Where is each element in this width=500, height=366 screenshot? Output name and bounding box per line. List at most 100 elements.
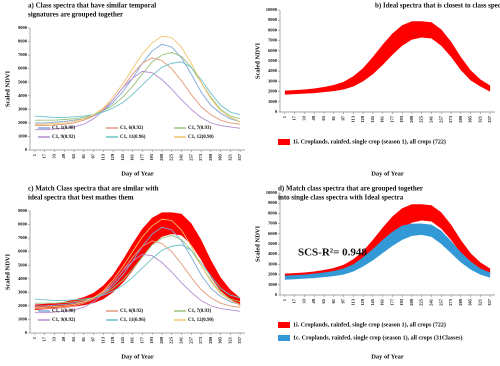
- x-tick-label: 1: [32, 153, 37, 156]
- x-axis-label: Day of Year: [121, 353, 154, 360]
- x-tick-label: 337: [237, 153, 242, 161]
- y-tick-label: 8000: [18, 222, 28, 227]
- legend-label: C1, 11(0.96): [120, 318, 146, 323]
- x-tick-label: 225: [169, 336, 174, 344]
- legend-label: 1i. Croplands, rainfed, single crop (sea…: [293, 138, 446, 145]
- x-tick-label: 321: [227, 336, 232, 344]
- y-tick-label: 0: [25, 330, 28, 335]
- x-tick-label: 33: [301, 115, 306, 120]
- x-tick-label: 49: [311, 115, 316, 120]
- y-tick-label: 5000: [268, 58, 278, 63]
- y-tick-label: 9000: [268, 17, 278, 22]
- x-tick-label: 321: [477, 298, 482, 306]
- line: [34, 51, 241, 121]
- y-tick-label: 7000: [18, 235, 28, 240]
- y-tick-label: 10000: [266, 7, 278, 12]
- x-tick-label: 305: [468, 298, 473, 306]
- x-tick-label: 81: [331, 298, 336, 303]
- band: [284, 21, 491, 95]
- x-tick-label: 65: [321, 298, 326, 303]
- line: [34, 57, 241, 127]
- y-tick-label: 0: [25, 147, 28, 152]
- panel: 0 1000 2000 3000 4000 5000 6000 7000 8000 9000 1 17…: [4, 2, 245, 177]
- y-tick-label: 6000: [268, 231, 278, 236]
- legend-label: C1, 6(0.92): [120, 126, 144, 131]
- y-tick-label: 9000: [268, 200, 278, 205]
- y-tick-label: 7000: [268, 221, 278, 226]
- chart-title: a) Class spectra that have similar tempo…: [28, 2, 156, 10]
- x-tick-label: 257: [188, 153, 193, 161]
- x-tick-label: 17: [292, 115, 297, 120]
- x-tick-label: 97: [341, 115, 346, 120]
- x-tick-label: 273: [198, 153, 203, 161]
- y-tick-label: 3000: [18, 289, 28, 294]
- x-tick-label: 193: [399, 115, 404, 123]
- x-tick-label: 113: [350, 115, 355, 122]
- x-tick-label: 225: [419, 298, 424, 306]
- x-tick-label: 129: [110, 153, 115, 161]
- x-tick-label: 225: [169, 153, 174, 161]
- y-tick-label: 1000: [18, 133, 28, 138]
- x-tick-label: 1: [32, 336, 37, 339]
- x-tick-label: 225: [419, 115, 424, 123]
- x-tick-label: 161: [380, 115, 385, 123]
- legend-label: C1, 6(0.92): [120, 309, 144, 314]
- y-tick-label: 3000: [18, 106, 28, 111]
- y-tick-label: 4000: [268, 251, 278, 256]
- y-tick-label: 7000: [268, 38, 278, 43]
- line: [34, 253, 241, 314]
- y-tick-label: 2000: [18, 303, 28, 308]
- y-tick-label: 3000: [268, 261, 278, 266]
- chart-title: d) Match class spectra that are grouped …: [278, 185, 423, 193]
- x-tick-label: 177: [389, 298, 394, 306]
- x-tick-label: 321: [477, 115, 482, 123]
- y-tick-label: 5000: [18, 262, 28, 267]
- legend-label: C1, 12(0.90): [188, 135, 214, 140]
- chart-title: ideal spectra that best mathes them: [28, 194, 134, 202]
- y-tick-label: 3000: [268, 78, 278, 83]
- y-tick-label: 8000: [18, 39, 28, 44]
- x-tick-label: 129: [110, 336, 115, 344]
- y-tick-label: 1000: [268, 282, 278, 287]
- y-axis-label: Scaled NDVI: [254, 42, 261, 79]
- x-tick-label: 145: [120, 153, 125, 161]
- y-tick-label: 8000: [268, 210, 278, 215]
- x-tick-label: 81: [81, 336, 86, 341]
- y-axis-label: Scaled NDVI: [4, 253, 11, 290]
- line: [34, 244, 241, 301]
- x-tick-label: 97: [91, 153, 96, 158]
- x-tick-label: 289: [458, 115, 463, 123]
- x-tick-label: 49: [61, 336, 66, 341]
- band: [34, 212, 241, 310]
- y-tick-label: 6000: [18, 66, 28, 71]
- x-axis-label: Day of Year: [371, 353, 404, 360]
- band: [284, 223, 491, 280]
- x-tick-label: 49: [61, 153, 66, 158]
- x-axis-label: Day of Year: [121, 170, 154, 177]
- legend-label: C1, 11(0.96): [120, 135, 146, 140]
- legend-label: C1, 9(0.92): [52, 318, 76, 323]
- x-tick-label: 65: [321, 115, 326, 120]
- line: [34, 226, 241, 307]
- y-tick-label: 2000: [268, 272, 278, 277]
- y-tick-label: 9000: [18, 25, 28, 30]
- y-tick-label: 4000: [18, 276, 28, 281]
- y-tick-label: 9000: [18, 208, 28, 213]
- x-tick-label: 241: [179, 336, 184, 344]
- x-tick-label: 273: [448, 298, 453, 306]
- x-tick-label: 81: [331, 115, 336, 120]
- chart-title: signatures are grouped together: [28, 11, 123, 19]
- x-tick-label: 33: [301, 298, 306, 303]
- x-tick-label: 289: [458, 298, 463, 306]
- line: [34, 240, 241, 310]
- x-tick-label: 145: [120, 336, 125, 344]
- x-tick-label: 145: [370, 115, 375, 123]
- y-tick-label: 5000: [268, 241, 278, 246]
- x-tick-label: 321: [227, 153, 232, 161]
- y-tick-label: 4000: [18, 93, 28, 98]
- line: [34, 218, 241, 308]
- x-tick-label: 241: [429, 298, 434, 306]
- x-tick-label: 177: [139, 336, 144, 344]
